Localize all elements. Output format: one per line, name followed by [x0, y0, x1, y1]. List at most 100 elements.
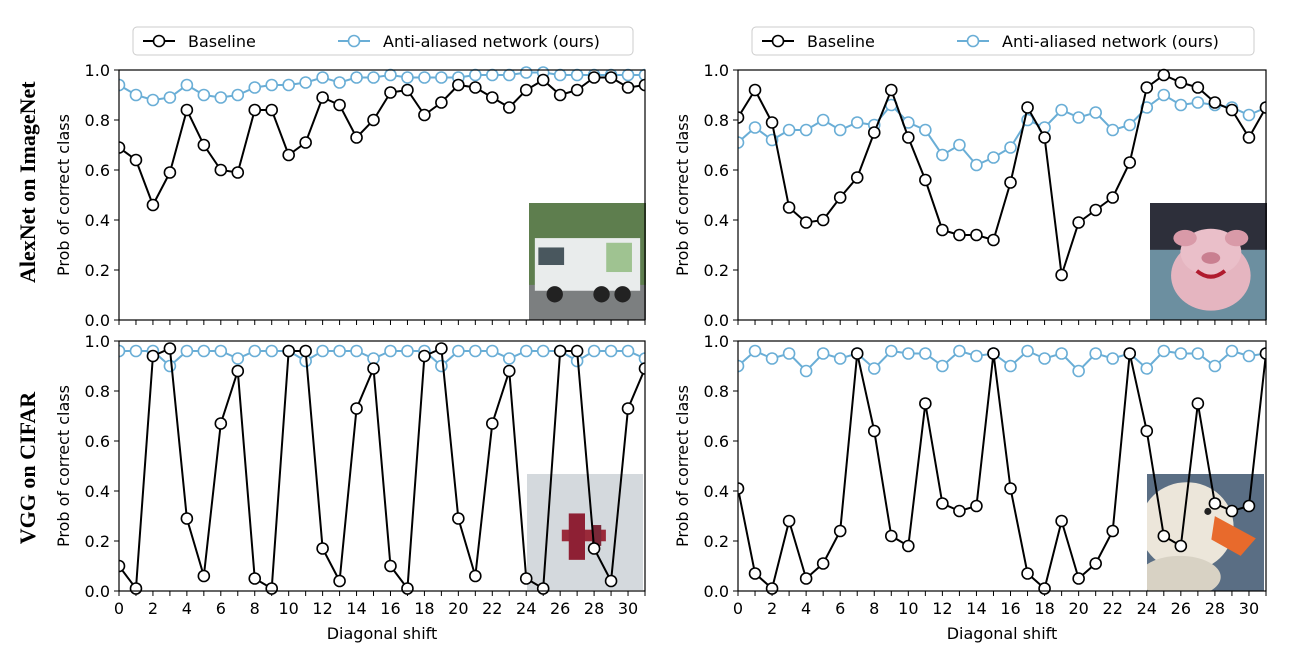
antialiased-point	[867, 362, 881, 375]
x-tick-label: 6	[216, 599, 226, 618]
baseline-point	[1208, 497, 1222, 510]
baseline-point	[502, 101, 516, 114]
antialiased-point	[502, 352, 516, 365]
x-tick-label: 20	[448, 599, 468, 618]
antialiased-point	[1208, 359, 1222, 373]
antialiased-point	[1089, 347, 1102, 360]
antialiased-point	[231, 352, 245, 365]
antialiased-point	[146, 93, 160, 107]
baseline-point	[469, 81, 482, 94]
antialiased-point	[1055, 347, 1068, 360]
antialiased-point	[1225, 344, 1239, 358]
baseline-point	[485, 91, 499, 104]
baseline-point	[799, 572, 813, 585]
y-tick-label: 0.6	[85, 432, 110, 451]
baseline-point	[765, 582, 779, 595]
x-tick-label: 8	[869, 599, 879, 618]
baseline-point	[299, 136, 312, 149]
x-tick-label: 14	[346, 599, 366, 618]
baseline-point	[1242, 499, 1256, 513]
baseline-point	[146, 198, 160, 212]
antialiased-point	[816, 113, 830, 127]
antialiased-point	[401, 344, 414, 358]
x-tick-label: 10	[898, 599, 918, 618]
antialiased-point	[936, 359, 949, 373]
antialiased-point	[833, 352, 847, 365]
y-tick-label: 0.8	[85, 382, 110, 401]
x-tick-label: 24	[516, 599, 536, 618]
baseline-point	[604, 574, 618, 588]
baseline-point	[1259, 101, 1266, 114]
antialiased-point	[884, 344, 898, 358]
x-tick-label: 24	[1137, 599, 1157, 618]
x-tick-label: 30	[618, 599, 638, 618]
baseline-point	[1123, 347, 1137, 360]
antialiased-point	[401, 71, 414, 84]
baseline-point	[587, 71, 601, 84]
antialiased-point	[469, 344, 482, 358]
baseline-point	[1140, 81, 1154, 94]
plot-frame	[118, 340, 646, 592]
baseline-point	[519, 83, 533, 97]
y-tick-label: 0.0	[704, 582, 729, 601]
baseline-point	[738, 111, 745, 124]
antialiased-point	[316, 344, 329, 358]
antialiased-point	[129, 88, 143, 102]
antialiased-point	[197, 344, 211, 358]
baseline-point	[119, 559, 126, 573]
baseline-point	[265, 582, 279, 595]
baseline-point	[816, 557, 830, 570]
antialiased-point	[231, 88, 245, 102]
y-tick-label: 0.4	[85, 211, 110, 230]
x-tick-label: 22	[1103, 599, 1123, 618]
x-tick-label: 2	[767, 599, 777, 618]
baseline-point	[163, 166, 177, 179]
baseline-point	[536, 582, 550, 595]
antialiased-point	[248, 344, 262, 358]
antialiased-point	[833, 123, 847, 137]
legend-baseline-marker	[152, 34, 166, 48]
antialiased-point	[350, 344, 363, 358]
antialiased-point	[1106, 123, 1120, 137]
x-tick-label: 4	[801, 599, 811, 618]
x-tick-label: 8	[250, 599, 260, 618]
antialiased-point	[936, 148, 949, 162]
antialiased-point	[119, 78, 126, 92]
antialiased-point	[902, 347, 915, 360]
antialiased-point	[333, 344, 346, 358]
baseline-point	[1072, 216, 1085, 229]
x-tick-label: 10	[278, 599, 298, 618]
baseline-point	[333, 574, 346, 588]
baseline-point	[604, 71, 618, 84]
baseline-point	[833, 524, 847, 538]
antialiased-point	[197, 88, 211, 102]
x-tick-label: 26	[1171, 599, 1191, 618]
antialiased-point	[435, 71, 448, 84]
antialiased-point	[1174, 98, 1188, 112]
baseline-point	[231, 364, 245, 378]
antialiased-point	[953, 138, 966, 152]
baseline-point	[587, 542, 601, 555]
y-tick-label: 0.2	[704, 532, 729, 551]
baseline-point	[435, 96, 448, 109]
baseline-point	[1038, 582, 1051, 595]
antialiased-point	[1174, 347, 1188, 360]
baseline-point	[1208, 96, 1222, 109]
antialiased-point	[1157, 344, 1171, 358]
y-axis-label: Prob of correct class	[673, 114, 692, 276]
baseline-point	[536, 73, 550, 87]
baseline-point	[1004, 482, 1017, 495]
baseline-point	[867, 424, 881, 438]
y-tick-label: 0.0	[85, 311, 110, 330]
baseline-point	[1225, 504, 1239, 518]
baseline-point	[1021, 567, 1034, 580]
baseline-point	[748, 567, 762, 580]
baseline-point	[197, 138, 211, 152]
baseline-point	[953, 504, 966, 518]
antialiased-point	[1106, 352, 1120, 365]
baseline-point	[850, 171, 864, 184]
antialiased-point	[299, 76, 312, 89]
plot-area	[119, 342, 645, 595]
antialiased-point	[519, 344, 533, 358]
baseline-point	[738, 482, 745, 495]
